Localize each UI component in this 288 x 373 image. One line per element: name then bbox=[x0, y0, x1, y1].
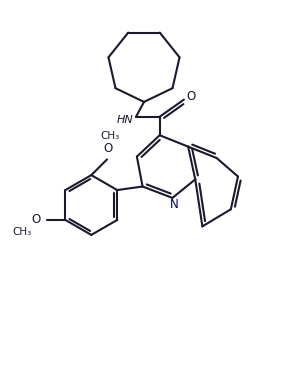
Text: N: N bbox=[170, 198, 178, 211]
Text: O: O bbox=[186, 90, 196, 103]
Text: O: O bbox=[104, 142, 113, 155]
Text: CH₃: CH₃ bbox=[100, 131, 120, 141]
Text: CH₃: CH₃ bbox=[12, 227, 31, 237]
Text: O: O bbox=[31, 213, 41, 226]
Text: HN: HN bbox=[117, 115, 134, 125]
